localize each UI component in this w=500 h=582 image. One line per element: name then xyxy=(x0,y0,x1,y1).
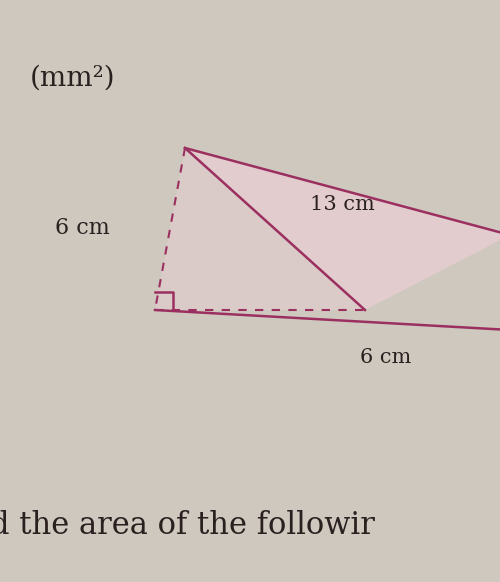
Text: 6 cm: 6 cm xyxy=(55,217,110,239)
Text: d the area of the followir: d the area of the followir xyxy=(0,510,375,541)
Polygon shape xyxy=(155,148,365,310)
Text: (mm²): (mm²) xyxy=(30,65,116,92)
Text: 13 cm: 13 cm xyxy=(310,196,375,215)
Text: 6 cm: 6 cm xyxy=(360,348,412,367)
Polygon shape xyxy=(185,148,500,310)
